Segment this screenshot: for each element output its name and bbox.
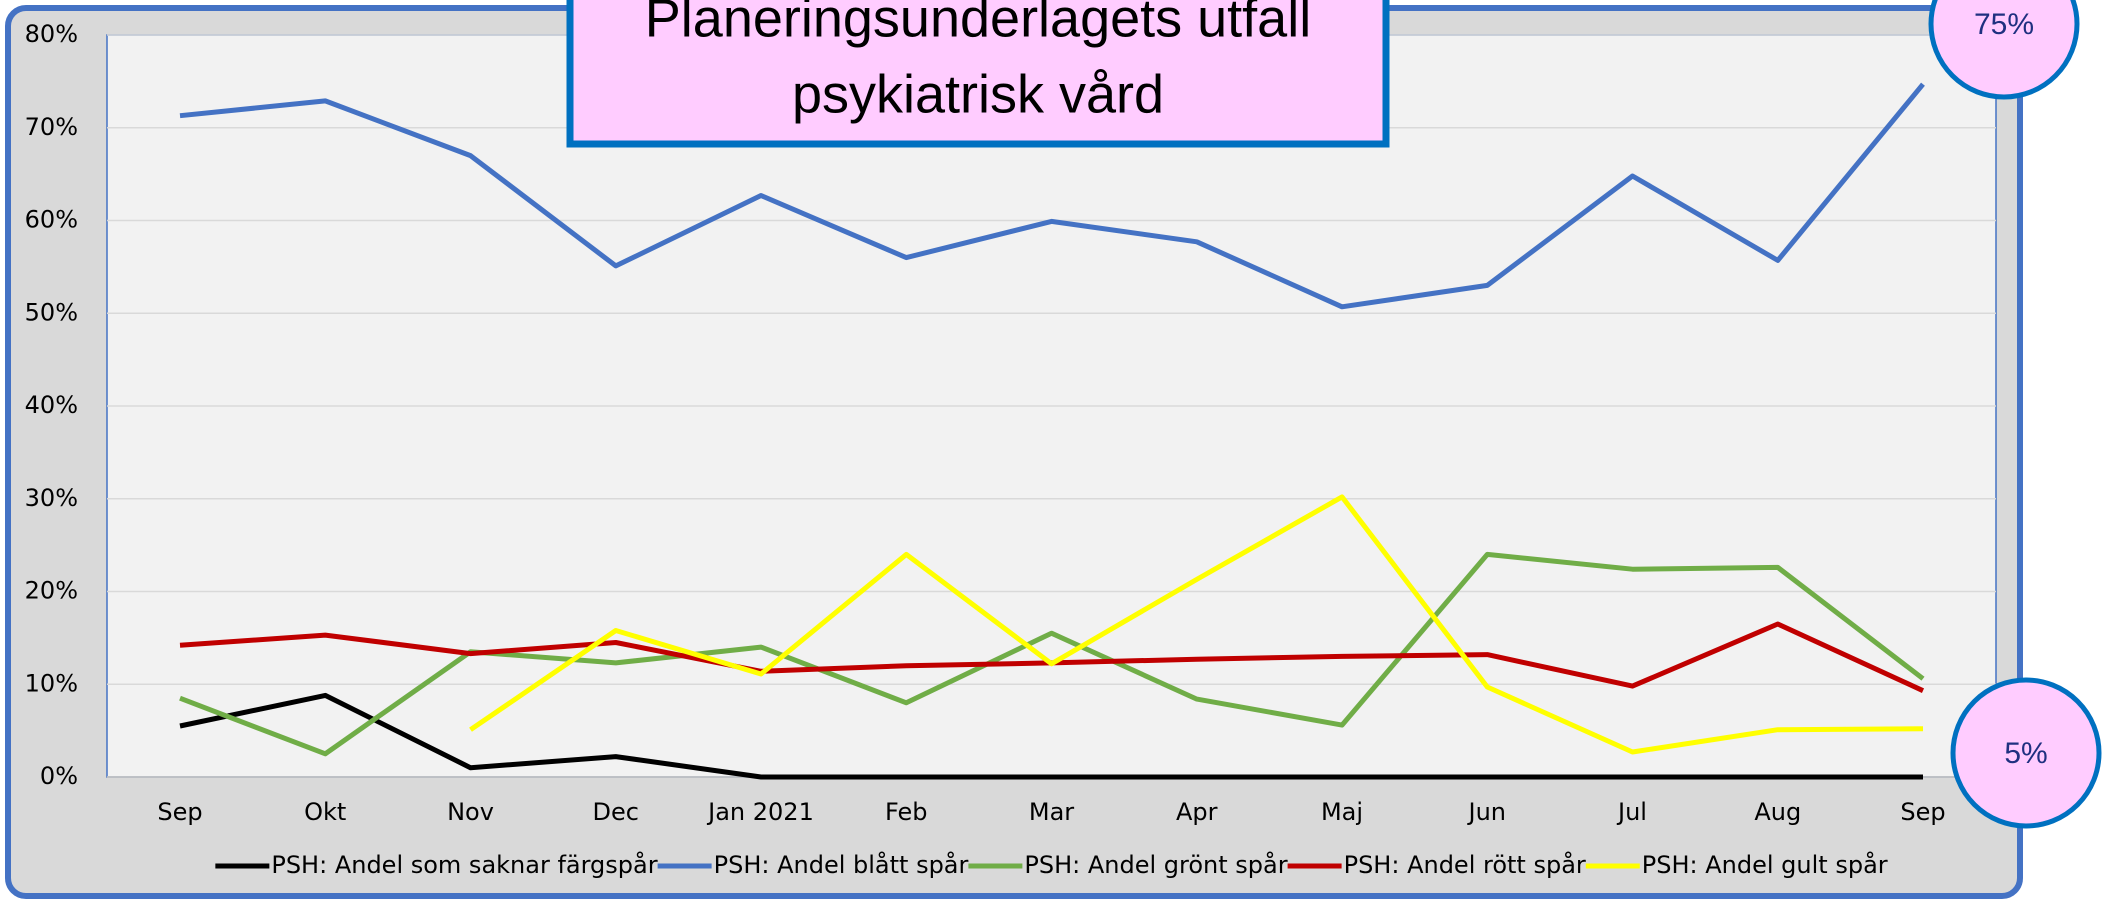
series-line bbox=[179, 82, 1925, 310]
x-tick-label: Dec bbox=[593, 798, 639, 826]
x-tick-label: Sep bbox=[157, 798, 202, 826]
x-tick-label: Aug bbox=[1754, 798, 1801, 826]
legend-label: PSH: Andel rött spår bbox=[1344, 850, 1586, 879]
x-tick-label: Jan 2021 bbox=[706, 798, 814, 826]
legend-label: PSH: Andel grönt spår bbox=[1024, 850, 1287, 879]
y-tick-label: 40% bbox=[25, 391, 78, 419]
x-tick-label: Sep bbox=[1900, 798, 1945, 826]
lines bbox=[179, 82, 1925, 780]
y-tick-label: 60% bbox=[25, 206, 78, 234]
annotation-circle bbox=[1950, 677, 2102, 829]
chart-title: Planeringsunderlagets utfall bbox=[645, 0, 1311, 48]
x-tick-label: Maj bbox=[1321, 798, 1363, 826]
grid: 0% 10% 20% 30% 40% 50% 60% 70% 80% Sep Okt Nov Dec Ja… bbox=[25, 20, 1996, 826]
x-tick-label: Jun bbox=[1467, 798, 1507, 826]
x-tick-label: Okt bbox=[304, 798, 346, 826]
x-tick-label: Mar bbox=[1029, 798, 1074, 826]
legend: PSH: Andel som saknar färgspår PSH: Andel… bbox=[215, 850, 1888, 879]
y-tick-label: 10% bbox=[25, 669, 78, 697]
annotation-circle bbox=[1928, 0, 2080, 100]
y-tick-label: 80% bbox=[25, 20, 78, 48]
y-tick-label: 70% bbox=[25, 113, 78, 141]
x-tick-label: Apr bbox=[1176, 798, 1218, 826]
y-tick-label: 20% bbox=[25, 577, 78, 605]
series-line bbox=[179, 692, 1923, 780]
chart-title: psykiatrisk vård bbox=[792, 64, 1164, 124]
annotation: 5% bbox=[2004, 737, 2047, 770]
y-tick-label: 30% bbox=[25, 484, 78, 512]
x-tick-label: Jul bbox=[1616, 798, 1647, 826]
y-tick-label: 50% bbox=[25, 298, 78, 326]
legend-label: PSH: Andel blått spår bbox=[714, 850, 969, 879]
x-tick-label: Nov bbox=[447, 798, 494, 826]
legend-label: PSH: Andel som saknar färgspår bbox=[271, 850, 657, 879]
legend-label: PSH: Andel gult spår bbox=[1642, 850, 1888, 879]
annotation: 75% bbox=[1974, 8, 2034, 41]
series-line bbox=[469, 494, 1924, 755]
title-box bbox=[566, 0, 1390, 148]
x-tick-label: Feb bbox=[885, 798, 928, 826]
y-tick-label: 0% bbox=[40, 762, 78, 790]
